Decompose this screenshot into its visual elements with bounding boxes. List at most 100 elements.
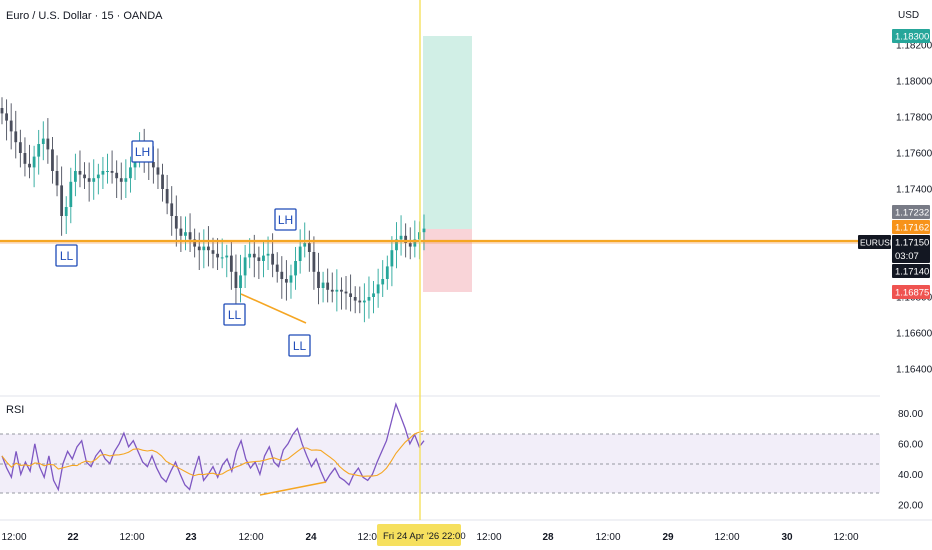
candle[interactable] [234, 254, 238, 305]
candle[interactable] [330, 272, 334, 303]
candle[interactable] [165, 174, 169, 215]
candle[interactable] [225, 244, 229, 278]
candle[interactable] [262, 241, 265, 278]
candle[interactable] [156, 148, 160, 190]
candle[interactable] [385, 255, 389, 290]
candle[interactable] [179, 216, 183, 252]
candle[interactable] [395, 222, 398, 269]
candle[interactable] [60, 166, 64, 236]
annotation-lh-1[interactable]: LH [131, 140, 154, 163]
candle[interactable] [289, 264, 293, 299]
candle[interactable] [202, 229, 206, 269]
candle[interactable] [284, 260, 288, 301]
candle[interactable] [358, 286, 362, 314]
rsi-trendline[interactable] [259, 481, 327, 496]
candle[interactable] [197, 232, 201, 270]
candle[interactable] [129, 156, 132, 193]
candle[interactable] [188, 213, 192, 252]
candle[interactable] [372, 280, 375, 314]
candle[interactable] [298, 229, 302, 274]
candle[interactable] [28, 144, 31, 179]
candle[interactable] [101, 156, 105, 189]
candle[interactable] [229, 241, 233, 290]
candle[interactable] [376, 268, 380, 308]
svg-text:1.17232: 1.17232 [895, 208, 929, 219]
candle[interactable] [362, 283, 366, 323]
candle[interactable] [0, 97, 4, 125]
candle[interactable] [46, 118, 50, 164]
candle[interactable] [9, 103, 13, 150]
candle[interactable] [110, 150, 114, 184]
candle[interactable] [390, 236, 394, 287]
annotation-ll-3[interactable]: LL [288, 334, 311, 357]
time-axis-area[interactable] [0, 520, 932, 550]
svg-text:1.16875: 1.16875 [895, 288, 929, 299]
candle[interactable] [92, 159, 96, 200]
candle[interactable] [340, 277, 343, 310]
candle[interactable] [422, 214, 426, 251]
candle[interactable] [243, 244, 247, 288]
candle[interactable] [174, 195, 178, 247]
candle[interactable] [399, 215, 403, 256]
rsi-ma-line[interactable] [1, 430, 425, 477]
candle[interactable] [170, 186, 174, 236]
price-trendline[interactable] [240, 293, 307, 324]
candle[interactable] [73, 153, 77, 197]
stop-loss-zone[interactable] [423, 229, 472, 292]
candle[interactable] [321, 271, 325, 303]
symbol-tag[interactable]: EURUSD [858, 235, 896, 249]
candle[interactable] [381, 260, 385, 297]
candle[interactable] [207, 226, 210, 267]
candle[interactable] [326, 268, 330, 303]
candle[interactable] [220, 238, 224, 269]
candle[interactable] [275, 252, 279, 283]
candle[interactable] [5, 99, 8, 141]
rsi-tick-label: 20.00 [898, 500, 923, 511]
candle[interactable] [307, 230, 311, 272]
candle[interactable] [294, 246, 297, 290]
candle[interactable] [312, 236, 316, 290]
candle[interactable] [78, 150, 82, 188]
candle[interactable] [115, 160, 119, 198]
candle[interactable] [124, 159, 128, 198]
chart-title[interactable]: Euro / U.S. Dollar · 15 · OANDA [6, 10, 163, 22]
candle[interactable] [161, 163, 164, 202]
annotation-label: LH [278, 213, 293, 227]
price-tick-label: 1.16600 [896, 329, 932, 340]
svg-text:1.18300: 1.18300 [895, 32, 929, 43]
take-profit-zone[interactable] [423, 36, 472, 229]
candle[interactable] [18, 129, 22, 168]
candle[interactable] [184, 216, 187, 251]
candle[interactable] [367, 276, 371, 319]
candle[interactable] [257, 246, 261, 279]
candle[interactable] [239, 254, 242, 303]
candle[interactable] [23, 137, 27, 177]
candle[interactable] [344, 275, 348, 310]
price-tag-grey: 1.17232 [892, 205, 930, 219]
candle[interactable] [349, 274, 353, 312]
candle[interactable] [14, 110, 18, 159]
candle[interactable] [51, 136, 54, 184]
candle[interactable] [317, 252, 320, 305]
annotation-lh-2[interactable]: LH [274, 208, 297, 231]
candle[interactable] [280, 256, 284, 299]
candle[interactable] [55, 155, 59, 197]
currency-label[interactable]: USD [898, 10, 919, 21]
candle[interactable] [353, 286, 357, 314]
candle[interactable] [119, 162, 123, 200]
candle[interactable] [266, 236, 270, 270]
candle[interactable] [106, 153, 109, 184]
candle[interactable] [32, 145, 36, 188]
candle[interactable] [64, 196, 68, 234]
candle[interactable] [87, 162, 91, 202]
candle[interactable] [41, 121, 45, 161]
annotation-ll-2[interactable]: LL [223, 303, 246, 326]
candle[interactable] [96, 163, 100, 195]
candle[interactable] [335, 269, 339, 312]
candle[interactable] [69, 167, 73, 224]
candle[interactable] [216, 238, 219, 270]
candle[interactable] [37, 129, 41, 175]
candle[interactable] [83, 162, 86, 189]
annotation-ll-1[interactable]: LL [55, 244, 78, 267]
